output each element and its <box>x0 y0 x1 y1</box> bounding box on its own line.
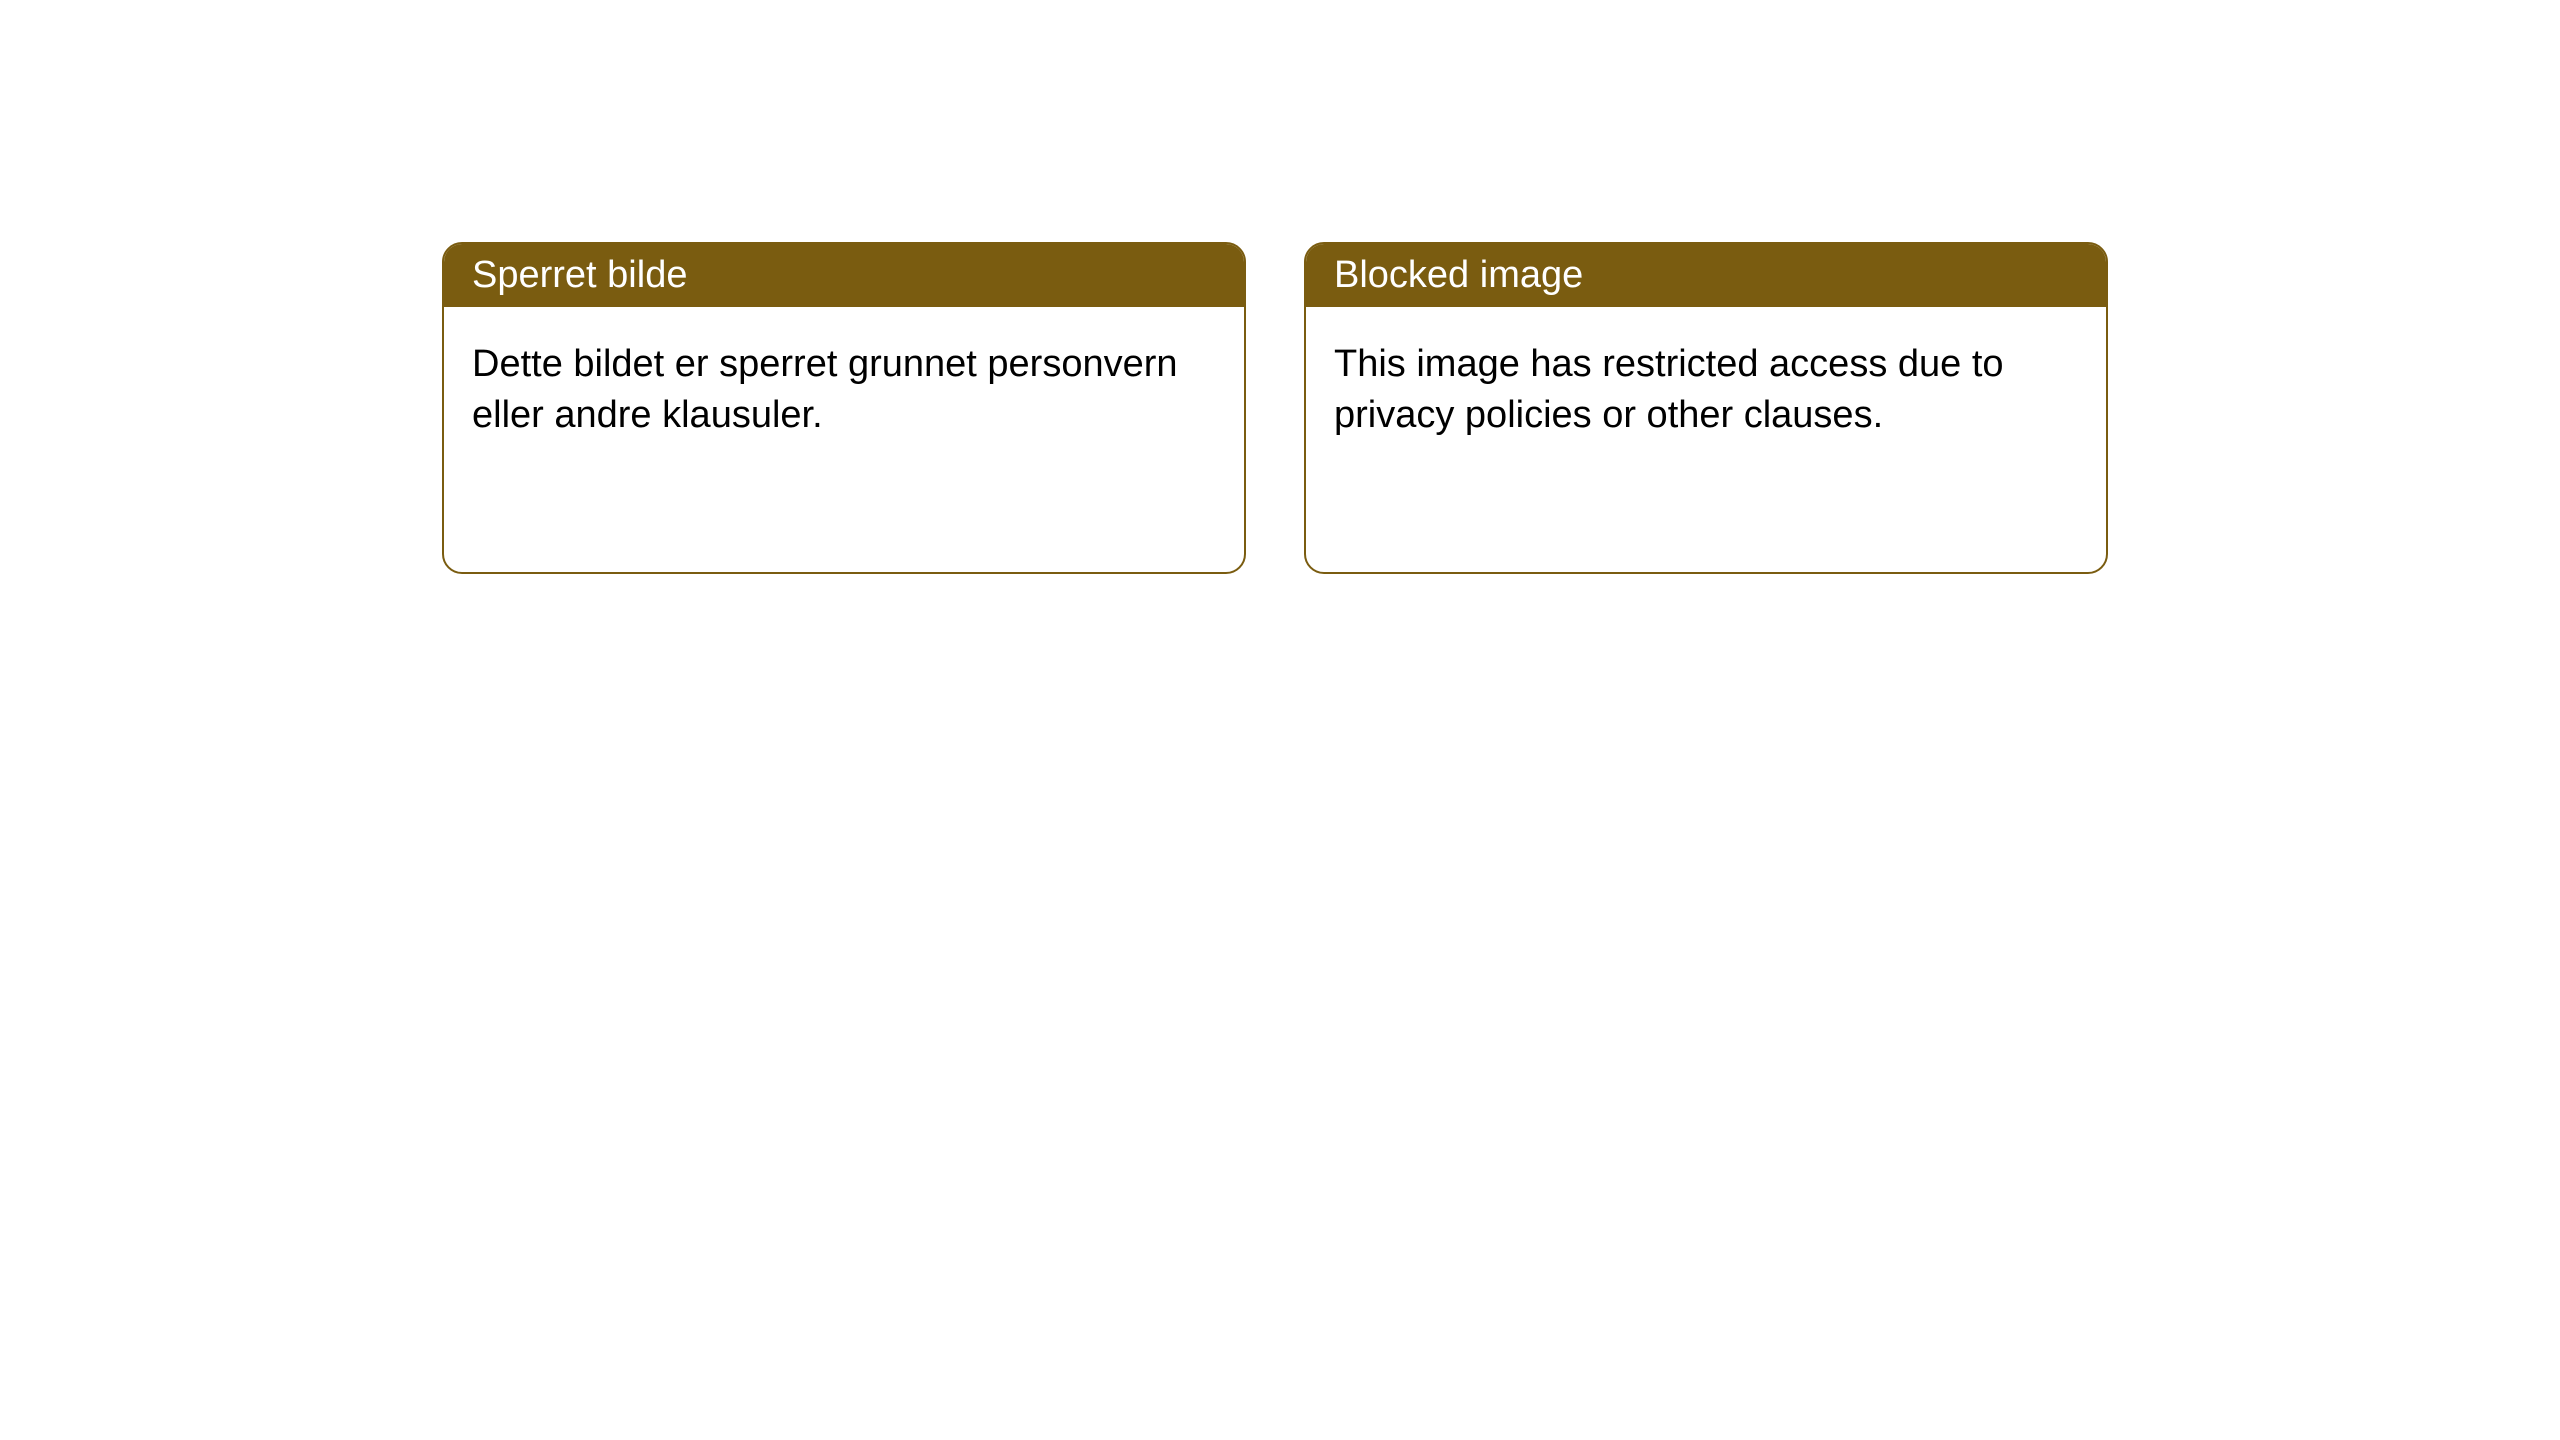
notice-header-norwegian: Sperret bilde <box>444 244 1244 307</box>
notice-body-norwegian: Dette bildet er sperret grunnet personve… <box>444 307 1244 474</box>
notice-box-norwegian: Sperret bilde Dette bildet er sperret gr… <box>442 242 1246 574</box>
notice-box-english: Blocked image This image has restricted … <box>1304 242 2108 574</box>
notice-container: Sperret bilde Dette bildet er sperret gr… <box>0 0 2560 574</box>
notice-body-english: This image has restricted access due to … <box>1306 307 2106 474</box>
notice-header-english: Blocked image <box>1306 244 2106 307</box>
